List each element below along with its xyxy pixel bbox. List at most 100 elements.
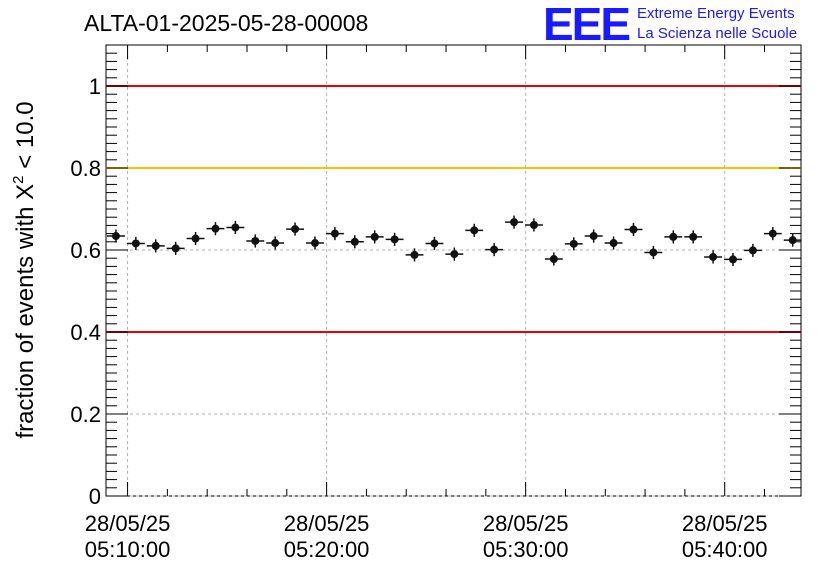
data-point: [385, 232, 404, 246]
y-axis-label-prefix: fraction of events with X: [12, 184, 39, 439]
data-point: [624, 222, 643, 237]
data-point: [107, 229, 125, 243]
point-marker: [709, 252, 718, 261]
data-point: [485, 243, 504, 257]
point-marker: [131, 239, 140, 248]
x-tick-label-date: 28/05/25: [682, 511, 768, 536]
point-marker: [649, 248, 658, 257]
reference-lines: [106, 85, 801, 333]
x-tick-label-date: 28/05/25: [483, 511, 569, 536]
point-marker: [529, 220, 538, 229]
data-point: [564, 237, 583, 251]
point-marker: [330, 229, 339, 238]
data-point: [405, 248, 424, 262]
x-tick-label-time: 05:40:00: [682, 537, 768, 562]
data-point: [345, 235, 364, 249]
point-marker: [390, 235, 399, 244]
x-tick-label-date: 28/05/25: [284, 511, 370, 536]
data-point: [505, 215, 523, 229]
data-point: [524, 218, 543, 232]
data-point: [246, 234, 265, 248]
chart-title: ALTA-01-2025-05-28-00008: [84, 10, 369, 36]
data-point: [743, 243, 762, 257]
point-marker: [410, 250, 419, 259]
point-marker: [370, 232, 379, 241]
point-marker: [310, 239, 319, 248]
point-marker: [211, 224, 220, 233]
data-point: [146, 239, 165, 253]
data-point: [206, 222, 225, 236]
point-marker: [350, 237, 359, 246]
y-tick-label: 0.2: [70, 402, 101, 427]
data-point: [445, 247, 464, 261]
y-tick-label: 1: [89, 74, 101, 99]
point-marker: [111, 232, 120, 241]
data-point: [783, 233, 802, 247]
point-marker: [669, 232, 678, 241]
logo-mark: EEE: [543, 0, 631, 50]
point-marker: [569, 239, 578, 248]
data-point: [465, 223, 484, 237]
data-points: [107, 215, 802, 266]
point-marker: [609, 239, 618, 248]
point-marker: [151, 241, 160, 250]
data-point: [684, 230, 703, 244]
data-point: [126, 236, 145, 250]
data-point: [604, 236, 623, 250]
logo-line2: La Scienza nelle Scuole: [637, 25, 798, 42]
plot-frame: [105, 44, 802, 497]
data-point: [704, 250, 723, 264]
point-marker: [231, 223, 240, 232]
data-point: [584, 229, 603, 243]
point-marker: [171, 244, 180, 253]
data-point: [365, 230, 384, 244]
point-marker: [191, 234, 200, 243]
data-point: [724, 252, 742, 266]
y-tick-labels: 0 0.2 0.4 0.6 0.8 1: [70, 74, 101, 509]
data-point: [186, 231, 205, 246]
point-marker: [728, 255, 737, 264]
axis-ticks: [106, 44, 801, 497]
data-point: [226, 220, 245, 235]
point-marker: [450, 250, 459, 259]
point-marker: [689, 232, 698, 241]
data-point: [325, 227, 344, 241]
y-axis-label-sup: 2: [10, 175, 27, 183]
x-tick-label-time: 05:10:00: [85, 537, 171, 562]
data-point: [664, 230, 683, 244]
data-point: [763, 227, 782, 241]
point-marker: [291, 225, 300, 234]
y-axis-label: fraction of events with X2 < 10.0: [10, 101, 39, 438]
point-marker: [490, 245, 499, 254]
point-marker: [470, 226, 479, 235]
point-marker: [589, 232, 598, 241]
point-marker: [510, 218, 519, 227]
point-marker: [271, 239, 280, 248]
x-tick-label-time: 05:30:00: [483, 537, 569, 562]
point-marker: [788, 236, 797, 245]
y-tick-label: 0.6: [70, 238, 101, 263]
data-point: [644, 245, 663, 260]
logo-line1: Extreme Energy Events: [637, 5, 795, 22]
point-marker: [768, 229, 777, 238]
grid: [106, 45, 801, 497]
point-marker: [430, 239, 439, 248]
y-axis-label-suffix: < 10.0: [12, 101, 39, 175]
data-point: [166, 241, 185, 255]
data-point: [266, 236, 285, 250]
point-marker: [629, 225, 638, 234]
y-tick-label: 0.8: [70, 156, 101, 181]
data-point: [544, 252, 563, 266]
data-point: [425, 236, 444, 250]
y-tick-label: 0.4: [70, 320, 101, 345]
x-tick-labels: 28/05/2505:10:0028/05/2505:20:0028/05/25…: [85, 511, 768, 562]
data-point: [286, 222, 305, 236]
x-tick-label-time: 05:20:00: [284, 537, 370, 562]
point-marker: [748, 246, 757, 255]
point-marker: [251, 236, 260, 245]
point-marker: [549, 255, 558, 264]
data-point: [306, 236, 324, 250]
y-tick-label: 0: [89, 484, 101, 509]
x-tick-label-date: 28/05/25: [85, 511, 171, 536]
